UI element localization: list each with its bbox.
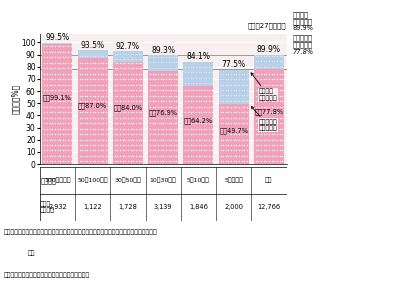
Text: 30～50万人: 30～50万人 — [115, 178, 141, 183]
Text: 3,139: 3,139 — [154, 204, 172, 210]
Text: 99.5%: 99.5% — [45, 33, 70, 42]
Text: 89.3%: 89.3% — [151, 46, 175, 55]
Text: 下：49.7%: 下：49.7% — [219, 128, 248, 134]
Text: 1,122: 1,122 — [83, 204, 102, 210]
Text: 84.1%: 84.1% — [187, 52, 211, 61]
Text: 合計: 合計 — [265, 178, 273, 183]
Text: 汚水処理: 汚水処理 — [293, 11, 308, 18]
Text: 92.7%: 92.7% — [116, 42, 140, 50]
Text: 5万人未満: 5万人未満 — [224, 178, 243, 183]
Bar — [254, 55, 284, 70]
Bar — [219, 104, 249, 164]
Bar — [78, 58, 107, 164]
Text: 下：64.2%: 下：64.2% — [184, 118, 213, 125]
Text: 下：99.1%: 下：99.1% — [43, 95, 72, 101]
Bar — [183, 62, 213, 86]
Text: （注）　東日本大震災の影響により福島県内で調査不能な市町村を除いた集計データである: （注） 東日本大震災の影響により福島県内で調査不能な市町村を除いた集計データであ… — [4, 229, 158, 235]
Bar — [254, 70, 284, 164]
Text: 下：77.8%: 下：77.8% — [254, 109, 283, 115]
Text: 下水道処理
人口普及率: 下水道処理 人口普及率 — [251, 106, 277, 131]
Text: 総人口
（万人）: 総人口 （万人） — [40, 201, 55, 213]
Bar — [148, 55, 178, 70]
Text: 汚水処理
人口普及率: 汚水処理 人口普及率 — [251, 73, 277, 101]
Text: 人口規模: 人口規模 — [40, 177, 56, 184]
Bar — [219, 70, 249, 104]
Text: 12,766: 12,766 — [258, 204, 281, 210]
Bar — [43, 43, 72, 44]
Text: 77.8%: 77.8% — [293, 49, 314, 55]
Text: る。: る。 — [27, 251, 35, 256]
Text: 77.5%: 77.5% — [222, 60, 246, 69]
Text: 人口普及率: 人口普及率 — [293, 18, 312, 25]
Text: 1,846: 1,846 — [189, 204, 208, 210]
Bar — [148, 70, 178, 164]
Text: 5～10万人: 5～10万人 — [187, 178, 210, 183]
Text: 下水道処理: 下水道処理 — [293, 35, 312, 41]
Text: 下：87.0%: 下：87.0% — [78, 103, 107, 109]
Text: 人口普及率: 人口普及率 — [293, 42, 312, 48]
Text: 資料）環境省、農林水産省資料より国土交通省作成: 資料）環境省、農林水産省資料より国土交通省作成 — [4, 272, 90, 278]
Text: 2,932: 2,932 — [48, 204, 67, 210]
Text: 10～30万人: 10～30万人 — [150, 178, 177, 183]
Text: 89.9%: 89.9% — [257, 45, 281, 54]
Text: 下：76.9%: 下：76.9% — [149, 109, 178, 116]
Bar — [78, 50, 107, 58]
Text: 100万人以上: 100万人以上 — [44, 178, 71, 183]
Text: 93.5%: 93.5% — [81, 40, 105, 50]
Text: （平成27年度末）: （平成27年度末） — [248, 22, 287, 29]
Text: 50～100万人: 50～100万人 — [77, 178, 108, 183]
Bar — [113, 62, 143, 164]
Bar — [183, 86, 213, 164]
Text: 1,728: 1,728 — [119, 204, 137, 210]
Text: 2,000: 2,000 — [224, 204, 243, 210]
Bar — [113, 51, 143, 62]
Text: 89.9%: 89.9% — [293, 25, 313, 31]
Text: 下：84.0%: 下：84.0% — [113, 105, 142, 111]
Y-axis label: 普及率（%）: 普及率（%） — [11, 84, 20, 114]
Bar — [43, 44, 72, 164]
